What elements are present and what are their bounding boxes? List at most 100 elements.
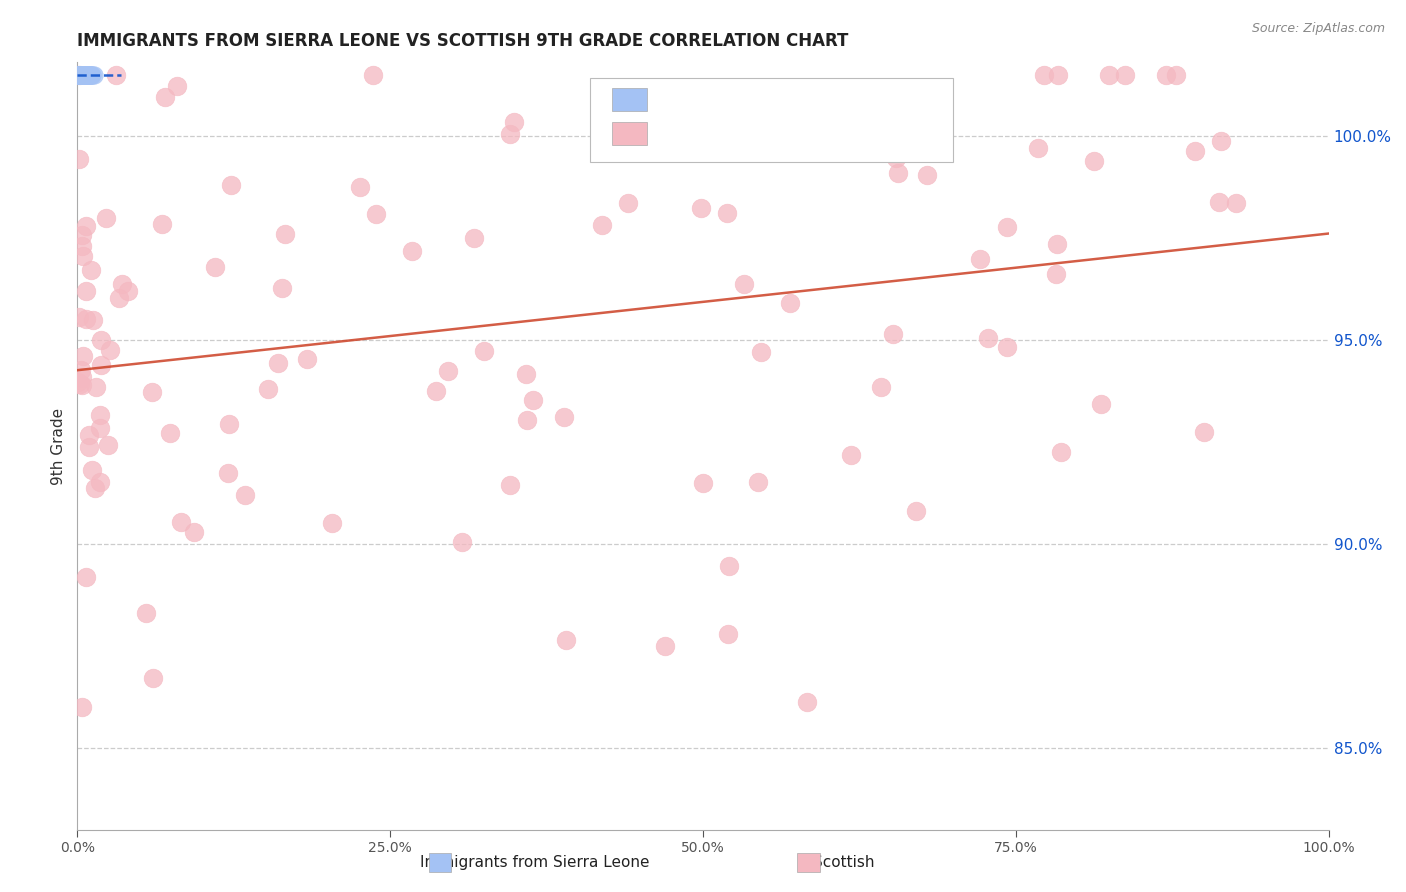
Point (98, 343, 121, 357)
Point (516, 412, 538, 426)
Point (89, 421, 111, 435)
Point (66, 68, 89, 82)
Point (72, 68, 94, 82)
Point (80, 68, 103, 82)
Point (733, 277, 755, 291)
Point (80, 68, 103, 82)
Point (67, 310, 90, 325)
Point (72, 249, 94, 263)
Point (72, 700, 94, 714)
Point (69, 68, 91, 82)
Point (75, 68, 97, 82)
Point (73, 68, 96, 82)
Point (66, 68, 89, 82)
Point (84, 380, 107, 394)
Point (366, 207, 388, 221)
Point (1090, 397, 1112, 411)
Point (72, 68, 94, 82)
Point (76, 68, 98, 82)
Point (70, 239, 93, 253)
Point (69, 68, 91, 82)
Point (499, 478, 522, 492)
Point (97, 438, 120, 452)
Point (882, 327, 904, 342)
Point (886, 151, 908, 165)
Point (349, 179, 371, 194)
Point (67, 68, 90, 82)
Point (72, 68, 94, 82)
Point (104, 68, 127, 82)
Point (218, 417, 240, 432)
Point (76, 68, 98, 82)
Point (555, 633, 578, 648)
Point (72, 68, 94, 82)
Point (70, 228, 93, 243)
Point (69, 376, 91, 391)
Point (796, 695, 818, 709)
Point (75, 284, 97, 298)
Point (67, 68, 90, 82)
Point (66, 68, 89, 82)
Point (96, 211, 118, 226)
Point (70, 370, 93, 384)
Point (839, 448, 862, 462)
Point (67, 68, 90, 82)
Point (1046, 68, 1069, 82)
Point (69, 68, 91, 82)
Point (1045, 267, 1067, 281)
Text: R = 0.241: R = 0.241 (662, 93, 752, 112)
Point (472, 343, 495, 358)
Point (70, 68, 93, 82)
Point (451, 535, 474, 549)
Point (69, 68, 91, 82)
Point (77, 428, 100, 442)
Point (1154, 68, 1177, 82)
Point (297, 352, 319, 367)
Text: IMMIGRANTS FROM SIERRA LEONE VS SCOTTISH 9TH GRADE CORRELATION CHART: IMMIGRANTS FROM SIERRA LEONE VS SCOTTISH… (77, 32, 849, 50)
Point (66, 68, 89, 82)
Point (72, 68, 94, 82)
Point (67, 68, 90, 82)
Point (66, 68, 89, 82)
Point (271, 281, 294, 295)
Point (1114, 68, 1136, 82)
Point (69, 68, 91, 82)
Point (1225, 195, 1247, 210)
Point (1050, 445, 1073, 459)
Point (969, 252, 991, 266)
Point (321, 516, 343, 530)
Point (69, 68, 91, 82)
Point (221, 178, 243, 192)
Point (80, 463, 103, 477)
Point (67, 68, 90, 82)
Point (72, 378, 94, 392)
Point (67, 68, 90, 82)
Point (266, 356, 288, 370)
Point (66, 68, 89, 82)
Point (1184, 144, 1206, 158)
Point (401, 244, 423, 258)
Point (67, 68, 90, 82)
Point (692, 475, 714, 490)
Point (79, 68, 101, 82)
Point (150, 217, 173, 231)
Point (995, 340, 1018, 354)
Point (69, 68, 91, 82)
Point (654, 639, 676, 653)
Point (217, 466, 239, 480)
Point (463, 231, 485, 245)
Point (436, 364, 458, 378)
Point (67, 152, 90, 166)
Point (166, 79, 188, 94)
Point (89, 475, 111, 489)
Point (498, 127, 520, 141)
Point (257, 382, 280, 396)
Point (361, 68, 384, 82)
Point (779, 296, 801, 310)
Point (616, 195, 638, 210)
Point (591, 218, 613, 232)
Point (1033, 68, 1056, 82)
Point (749, 345, 772, 359)
Point (90, 333, 112, 347)
Point (717, 559, 740, 574)
